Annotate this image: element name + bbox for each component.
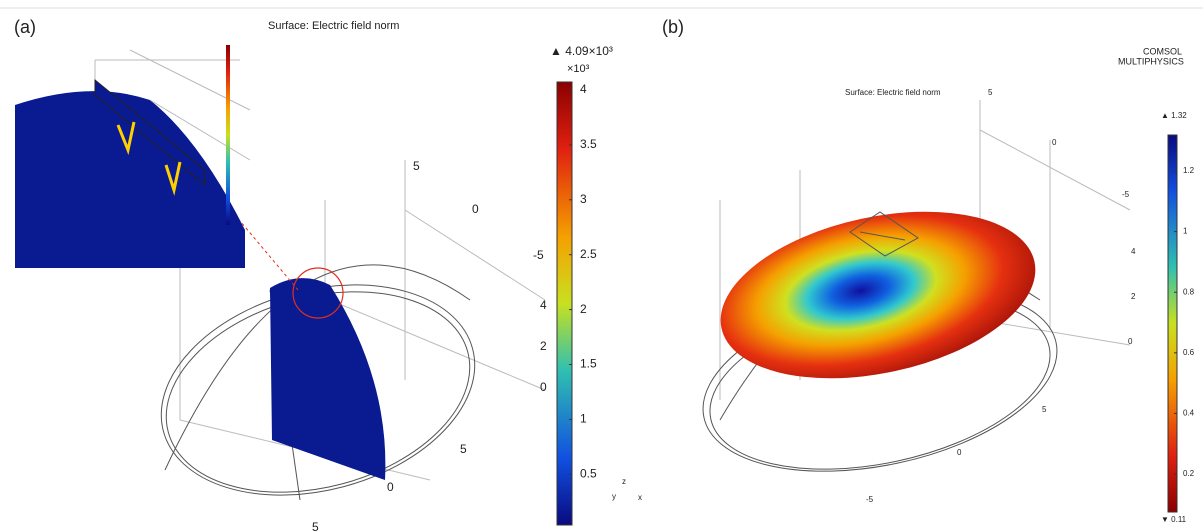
colorbar-max: ▲ 1.32 bbox=[1161, 111, 1187, 120]
colorbar-tick-label: 4 bbox=[580, 82, 587, 96]
axis-label: -5 bbox=[866, 495, 874, 504]
colorbar-tick-label: 0.4 bbox=[1183, 409, 1195, 418]
colorbar-tick-label: 1 bbox=[1183, 227, 1188, 236]
colorbar-tick-label: 2 bbox=[580, 302, 587, 316]
colorbar-b bbox=[1167, 134, 1178, 513]
axis-label: 5 bbox=[1042, 405, 1047, 414]
plot-title: Surface: Electric field norm bbox=[845, 88, 941, 97]
axis-label: 4 bbox=[540, 298, 547, 312]
colorbar-tick-label: 1.2 bbox=[1183, 166, 1195, 175]
axis-label: -5 bbox=[533, 248, 544, 262]
axis-label: 5 bbox=[312, 520, 319, 531]
plot-title: Surface: Electric field norm bbox=[268, 20, 399, 32]
axis-label: 5 bbox=[413, 159, 420, 173]
axis-label: 0 bbox=[1128, 337, 1133, 346]
colorbar-tick-label: 3.5 bbox=[580, 137, 597, 151]
axis-label: 2 bbox=[540, 339, 547, 353]
logo: COMSOL bbox=[1143, 46, 1182, 56]
colorbar-tick-label: 1.5 bbox=[580, 357, 597, 371]
colorbar-tick-label: 2.5 bbox=[580, 247, 597, 261]
axis-label: 0 bbox=[387, 480, 394, 494]
colorbar-min: ▼ 0.11 bbox=[1161, 515, 1187, 524]
logo: MULTIPHYSICS bbox=[1118, 56, 1184, 66]
axis-label: 4 bbox=[1131, 247, 1136, 256]
axis-label: 5 bbox=[988, 88, 993, 97]
colorbar-unit: ×10³ bbox=[567, 63, 590, 75]
axis-label: 0 bbox=[472, 202, 479, 216]
inset bbox=[15, 45, 251, 268]
colorbar-tick-label: 3 bbox=[580, 192, 587, 206]
triad-label: x bbox=[638, 493, 642, 502]
colorbar-tick-label: 1 bbox=[580, 412, 587, 426]
axis-label: 0 bbox=[957, 448, 962, 457]
triad-label: z bbox=[622, 477, 626, 486]
colorbar-tick-label: 0.8 bbox=[1183, 287, 1195, 296]
colorbar-tick-label: 0.5 bbox=[580, 466, 597, 480]
panel-label: (b) bbox=[662, 17, 684, 37]
panel-b-geometry bbox=[702, 100, 1131, 472]
triad-label: y bbox=[612, 492, 616, 501]
colorbar-max: ▲ 4.09×10³ bbox=[550, 44, 613, 58]
panel-a-geometry bbox=[160, 160, 546, 501]
axis-label: 2 bbox=[1131, 292, 1136, 301]
colorbar-tick-label: 0.6 bbox=[1183, 348, 1195, 357]
axis-label: 5 bbox=[460, 442, 467, 456]
panel-label: (a) bbox=[14, 17, 36, 37]
colorbar-tick-label: 0.2 bbox=[1183, 469, 1195, 478]
axis-label: 0 bbox=[1052, 138, 1057, 147]
colorbar-a bbox=[556, 81, 573, 526]
axis-label: 0 bbox=[540, 380, 547, 394]
axis-label: -5 bbox=[1122, 190, 1130, 199]
